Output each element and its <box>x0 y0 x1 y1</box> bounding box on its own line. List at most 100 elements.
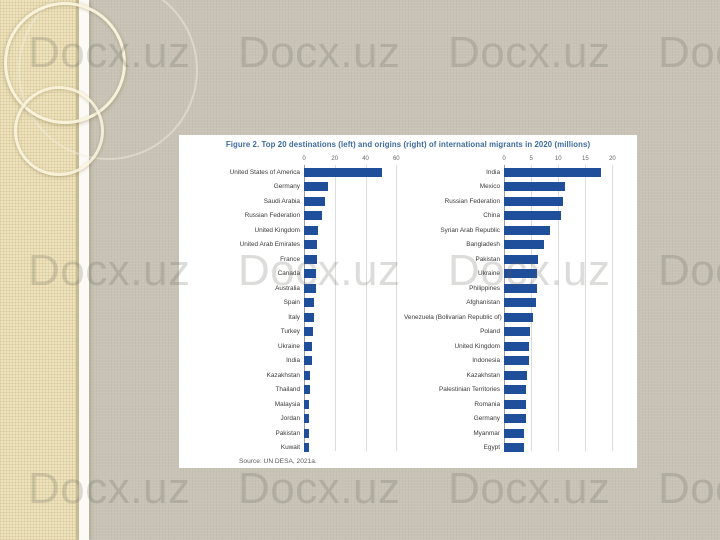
category-label: Thailand <box>275 386 300 394</box>
bar <box>504 428 525 438</box>
bar-row: Egypt <box>404 441 626 456</box>
category-label: Canada <box>277 270 300 278</box>
bar-row: Mexico <box>404 180 626 195</box>
bar <box>504 327 531 337</box>
strip-divider-line <box>76 0 79 540</box>
bar <box>504 196 563 206</box>
category-label: Kuwait <box>280 444 300 452</box>
category-label: Italy <box>288 313 300 321</box>
bar-row: Venezuela (Bolivarian Republic of) <box>404 310 626 325</box>
bar-row: Bangladesh <box>404 238 626 253</box>
bar <box>304 240 318 250</box>
bar-row: Saudi Arabia <box>189 194 404 209</box>
bar-row: Ukraine <box>189 339 404 354</box>
bar-row: India <box>404 165 626 180</box>
category-label: Bangladesh <box>466 241 500 249</box>
bar-rows: United States of America Germany Saudi Ara… <box>189 165 404 455</box>
bar-row: Indonesia <box>404 354 626 369</box>
strip-white-gap <box>79 0 89 540</box>
category-label: Myanmar <box>473 429 500 437</box>
bar-row: United Kingdom <box>189 223 404 238</box>
category-label: Germany <box>473 415 500 423</box>
bar-row: India <box>189 354 404 369</box>
watermark-text: Docx.uz <box>238 28 401 77</box>
x-tick-label: 15 <box>581 156 589 162</box>
bar <box>304 428 310 438</box>
bar-row: Afghanistan <box>404 296 626 311</box>
origins-chart: 0 5 10 15 20 India Mexico Russian Federation Chi… <box>404 154 626 455</box>
bar <box>304 283 316 293</box>
bar <box>504 269 538 279</box>
x-axis-ticks: 0 20 40 60 <box>189 154 404 165</box>
bar-row: Palestinian Territories <box>404 383 626 398</box>
watermark-text: Docx.uz <box>658 464 720 513</box>
bar-row: Ukraine <box>404 267 626 282</box>
category-label: Australia <box>275 284 300 292</box>
bar-row: Syrian Arab Republic <box>404 223 626 238</box>
gridline <box>612 165 614 451</box>
gridline <box>558 165 560 451</box>
bar <box>504 414 526 424</box>
bar-rows: India Mexico Russian Federation China Syrian… <box>404 165 626 455</box>
x-tick-label: 5 <box>529 156 533 162</box>
category-label: Russian Federation <box>244 212 300 220</box>
bar-row: China <box>404 209 626 224</box>
bar-row: Malaysia <box>189 397 404 412</box>
watermark-text: Docx.uz <box>238 464 401 513</box>
category-label: Ukraine <box>477 270 500 278</box>
category-label: Kazakhstan <box>266 371 300 379</box>
category-label: Afghanistan <box>466 299 500 307</box>
x-tick-label: 0 <box>502 156 506 162</box>
category-label: Indonesia <box>472 357 500 365</box>
bar <box>304 269 317 279</box>
bar-row: Pakistan <box>189 426 404 441</box>
bar-row: Thailand <box>189 383 404 398</box>
category-label: Saudi Arabia <box>263 197 300 205</box>
category-label: United Arab Emirates <box>239 241 300 249</box>
bar-row: Jordan <box>189 412 404 427</box>
bar-row: Kazakhstan <box>189 368 404 383</box>
axis-baseline <box>304 165 305 451</box>
category-label: Spain <box>283 299 300 307</box>
bar-row: Germany <box>404 412 626 427</box>
category-label: Turkey <box>280 328 300 336</box>
bar <box>504 225 551 235</box>
category-label: China <box>483 212 500 220</box>
bar <box>304 167 382 177</box>
gridline <box>334 165 336 451</box>
destinations-chart: 0 20 40 60 United States of America Germany Sa… <box>189 154 404 455</box>
x-tick-label: 10 <box>554 156 562 162</box>
bar <box>504 356 529 366</box>
bar <box>504 211 561 221</box>
category-label: Pakistan <box>475 255 500 263</box>
category-label: Jordan <box>280 415 300 423</box>
category-label: Kazakhstan <box>466 371 500 379</box>
x-tick-label: 20 <box>331 156 339 162</box>
bar-row: Russian Federation <box>404 194 626 209</box>
bar <box>304 298 315 308</box>
bar <box>504 385 526 395</box>
bar-row: Italy <box>189 310 404 325</box>
x-tick-label: 20 <box>609 156 616 162</box>
figure-title: Figure 2. Top 20 destinations (left) and… <box>225 140 591 149</box>
bar-row: France <box>189 252 404 267</box>
bar <box>304 341 312 351</box>
category-label: India <box>486 168 500 176</box>
gridline <box>396 165 398 451</box>
bar <box>304 182 329 192</box>
gridline <box>531 165 533 451</box>
bar-row: United Kingdom <box>404 339 626 354</box>
charts-container: 0 20 40 60 United States of America Germany Sa… <box>189 154 627 455</box>
category-label: Egypt <box>483 444 500 452</box>
bar-row: Poland <box>404 325 626 340</box>
bar-row: Kazakhstan <box>404 368 626 383</box>
category-label: Syrian Arab Republic <box>440 226 500 234</box>
bar-row: Myanmar <box>404 426 626 441</box>
bar <box>504 254 539 264</box>
bar-row: Russian Federation <box>189 209 404 224</box>
bar-row: Canada <box>189 267 404 282</box>
bar-row: Australia <box>189 281 404 296</box>
bar <box>304 312 314 322</box>
bar <box>304 443 309 453</box>
